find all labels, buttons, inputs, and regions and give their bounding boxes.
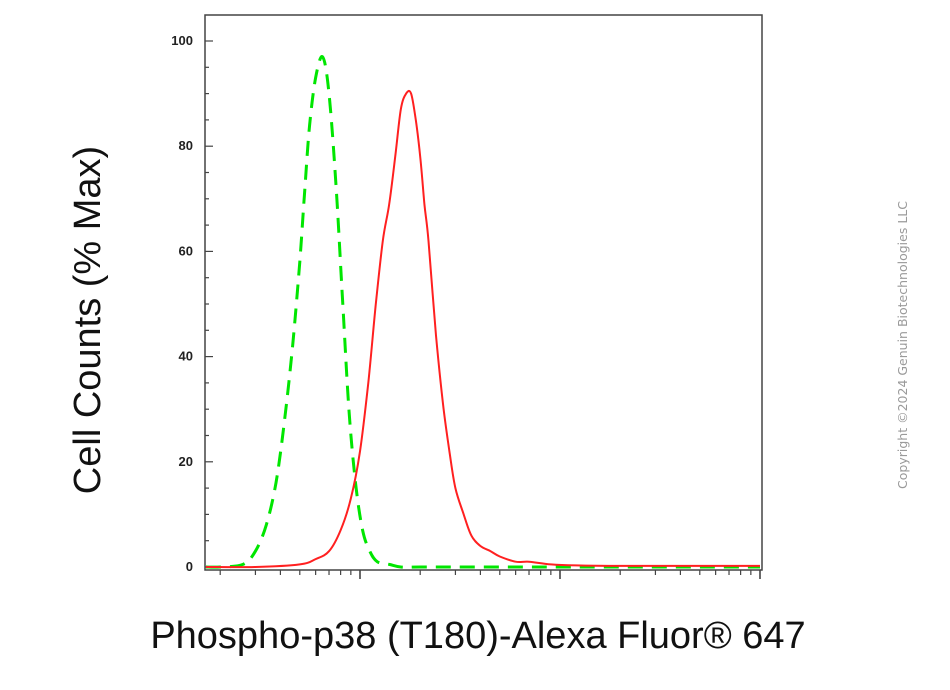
y-tick-label: 0	[186, 559, 193, 574]
series-group	[205, 54, 760, 569]
y-axis-label: Cell Counts (% Max)	[67, 146, 109, 494]
x-axis-label: Phospho-p38 (T180)-Alexa Fluor® 647	[150, 615, 805, 657]
plot-frame	[204, 14, 763, 571]
y-tick-label: 40	[179, 349, 193, 364]
x-axis-ticks	[219, 570, 761, 579]
series-line-dashed	[205, 54, 760, 569]
series-line-solid	[205, 89, 760, 569]
y-tick-label: 100	[171, 33, 193, 48]
y-tick-label: 60	[179, 243, 193, 258]
y-tick-label: 20	[179, 454, 193, 469]
copyright-watermark: Copyright ©2024 Genuin Biotechnologies L…	[895, 201, 910, 489]
y-tick-label: 80	[179, 138, 193, 153]
y-axis-ticks: 0 20 40 60 80 100	[171, 33, 213, 574]
